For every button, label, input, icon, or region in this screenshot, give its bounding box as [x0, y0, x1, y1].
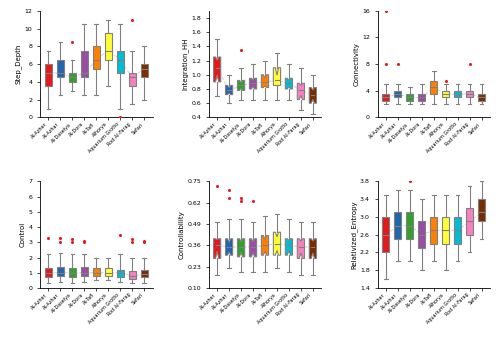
FancyBboxPatch shape — [418, 221, 426, 248]
FancyBboxPatch shape — [57, 60, 64, 77]
FancyBboxPatch shape — [442, 91, 450, 98]
FancyBboxPatch shape — [394, 91, 402, 98]
Polygon shape — [310, 239, 316, 258]
Polygon shape — [298, 239, 304, 258]
FancyBboxPatch shape — [80, 51, 88, 77]
FancyBboxPatch shape — [430, 217, 438, 244]
FancyBboxPatch shape — [140, 270, 147, 277]
Polygon shape — [310, 87, 316, 103]
FancyBboxPatch shape — [454, 91, 462, 98]
Polygon shape — [286, 78, 292, 89]
Polygon shape — [250, 78, 256, 89]
FancyBboxPatch shape — [45, 64, 52, 86]
FancyBboxPatch shape — [140, 64, 147, 77]
Y-axis label: Connectivity: Connectivity — [353, 42, 359, 86]
Polygon shape — [238, 80, 244, 90]
FancyBboxPatch shape — [430, 81, 438, 94]
Polygon shape — [298, 83, 304, 100]
Y-axis label: Integration_HH: Integration_HH — [182, 38, 188, 90]
FancyBboxPatch shape — [128, 271, 136, 279]
FancyBboxPatch shape — [382, 217, 390, 252]
FancyBboxPatch shape — [382, 94, 390, 101]
FancyBboxPatch shape — [454, 217, 462, 244]
FancyBboxPatch shape — [92, 46, 100, 68]
FancyBboxPatch shape — [116, 270, 124, 277]
Polygon shape — [226, 239, 232, 255]
Polygon shape — [214, 57, 220, 82]
Polygon shape — [214, 239, 220, 258]
FancyBboxPatch shape — [478, 199, 485, 221]
FancyBboxPatch shape — [116, 51, 124, 73]
FancyBboxPatch shape — [478, 94, 485, 101]
FancyBboxPatch shape — [418, 94, 426, 101]
FancyBboxPatch shape — [406, 94, 413, 101]
FancyBboxPatch shape — [442, 217, 450, 244]
Polygon shape — [262, 75, 268, 87]
Polygon shape — [238, 239, 244, 257]
FancyBboxPatch shape — [128, 73, 136, 86]
Y-axis label: Control: Control — [20, 222, 26, 247]
Y-axis label: Step_Depth: Step_Depth — [15, 44, 22, 84]
FancyBboxPatch shape — [466, 208, 473, 235]
FancyBboxPatch shape — [92, 268, 100, 276]
FancyBboxPatch shape — [68, 268, 76, 277]
Polygon shape — [274, 68, 280, 86]
FancyBboxPatch shape — [104, 268, 112, 276]
Polygon shape — [286, 239, 292, 255]
Polygon shape — [226, 85, 232, 95]
FancyBboxPatch shape — [57, 267, 64, 276]
Polygon shape — [274, 232, 280, 255]
Polygon shape — [250, 239, 256, 257]
FancyBboxPatch shape — [406, 212, 413, 239]
Y-axis label: Controllability: Controllability — [178, 210, 184, 259]
FancyBboxPatch shape — [394, 212, 402, 239]
FancyBboxPatch shape — [68, 73, 76, 82]
FancyBboxPatch shape — [104, 33, 112, 60]
FancyBboxPatch shape — [80, 267, 88, 276]
FancyBboxPatch shape — [466, 91, 473, 98]
Y-axis label: Relativized_Entropy: Relativized_Entropy — [350, 201, 357, 269]
FancyBboxPatch shape — [45, 268, 52, 277]
Polygon shape — [262, 235, 268, 255]
